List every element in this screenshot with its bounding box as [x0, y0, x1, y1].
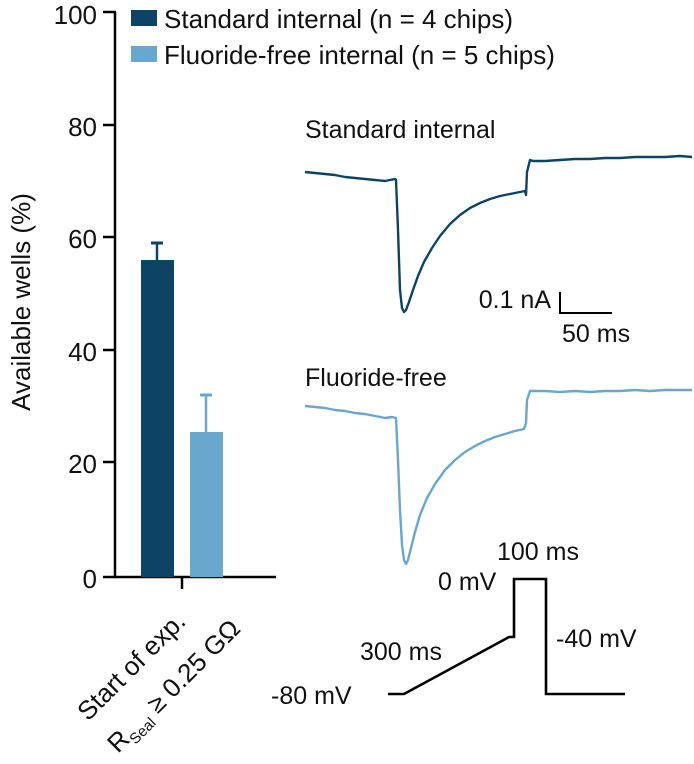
bar-chart: 100 80 60 40 20 0 Available wells (%) St… — [6, 0, 276, 758]
ytick-label-0: 0 — [83, 564, 97, 594]
bar-standard-internal — [141, 260, 174, 577]
trace-panel-fluoride-free: Fluoride-free — [304, 364, 692, 566]
legend: Standard internal (n = 4 chips) Fluoride… — [131, 4, 555, 70]
current-trace-standard — [304, 154, 693, 314]
ytick-label-60: 60 — [68, 224, 97, 254]
protocol-label-step: 0 mV — [438, 568, 497, 596]
y-axis-label: Available wells (%) — [6, 193, 36, 411]
current-trace-fluoride-free — [304, 388, 692, 566]
protocol-label-ramp: 300 ms — [360, 638, 442, 666]
ytick-label-40: 40 — [68, 337, 97, 367]
protocol-waveform — [388, 577, 625, 696]
protocol-label-holding: -80 mV — [271, 682, 352, 710]
legend-swatch-fluoride-free — [131, 46, 157, 62]
scale-label-time: 50 ms — [562, 320, 630, 348]
trace-title-fluoride-free: Fluoride-free — [305, 364, 447, 392]
protocol-label-post: -40 mV — [556, 625, 637, 653]
legend-swatch-standard — [131, 10, 157, 26]
legend-label-standard: Standard internal (n = 4 chips) — [164, 4, 513, 34]
trace-title-standard: Standard internal — [305, 116, 495, 144]
ytick-label-100: 100 — [54, 0, 97, 30]
bar-fluoride-free — [190, 432, 223, 577]
voltage-protocol: -80 mV 300 ms 0 mV 100 ms -40 mV — [271, 538, 637, 710]
trace-panel-standard: Standard internal 0.1 nA 50 ms — [304, 116, 693, 348]
ytick-label-80: 80 — [68, 112, 97, 142]
protocol-label-step-duration: 100 ms — [497, 538, 579, 566]
legend-label-fluoride-free: Fluoride-free internal (n = 5 chips) — [164, 40, 555, 70]
scale-label-current: 0.1 nA — [479, 286, 552, 314]
y-ticks — [103, 10, 116, 579]
ytick-label-20: 20 — [68, 449, 97, 479]
